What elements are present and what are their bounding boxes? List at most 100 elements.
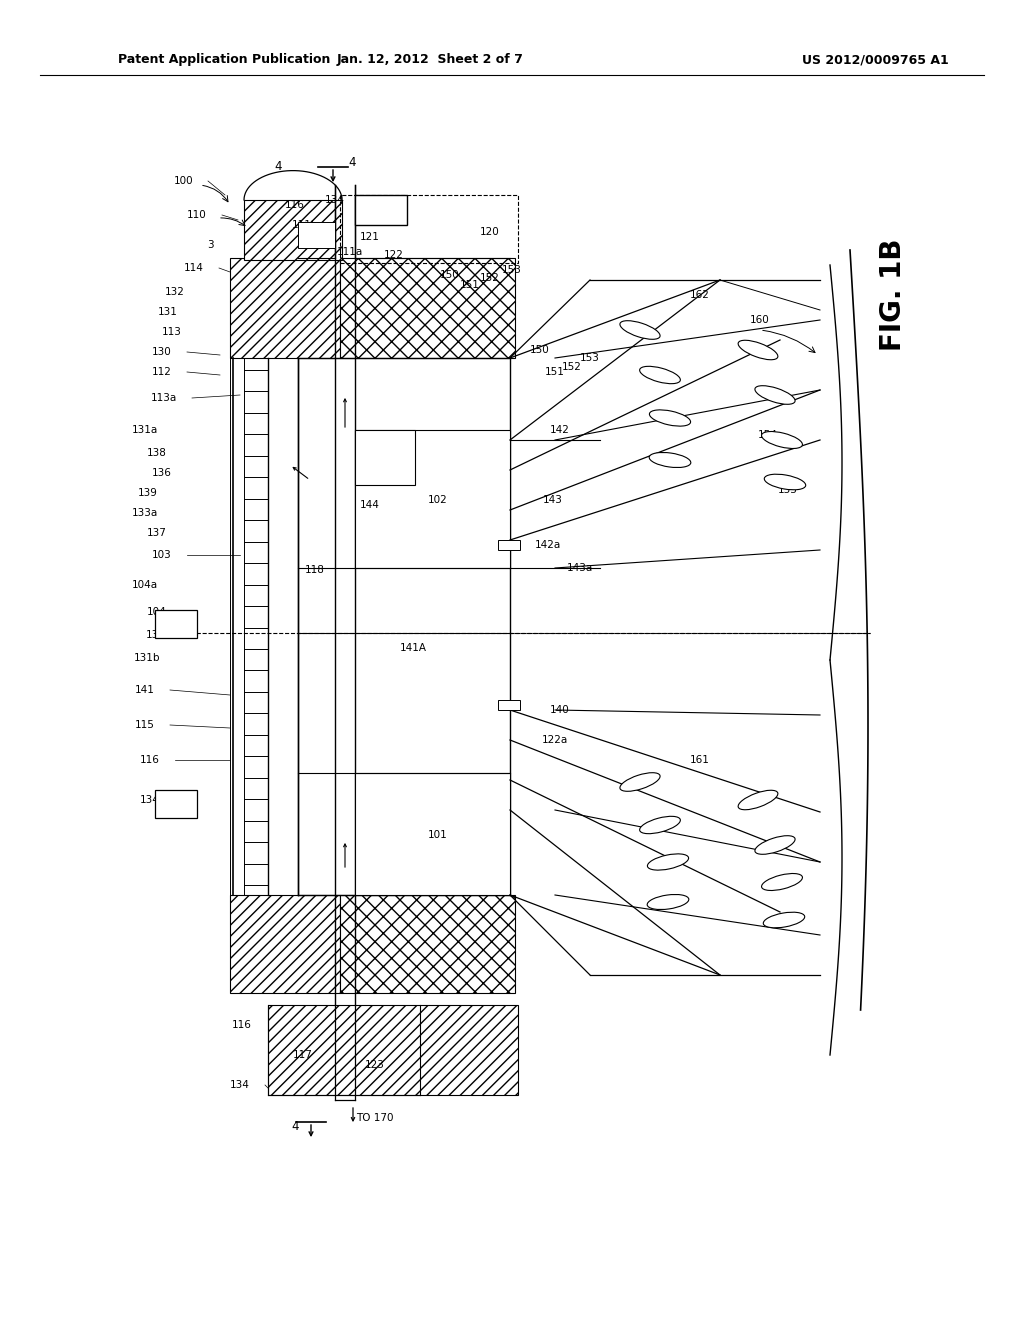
Text: 190: 190 bbox=[376, 451, 394, 462]
Bar bbox=[340, 257, 515, 358]
Text: 111b: 111b bbox=[292, 220, 318, 230]
Ellipse shape bbox=[763, 912, 805, 928]
Ellipse shape bbox=[640, 367, 680, 384]
Text: 142a: 142a bbox=[535, 540, 561, 550]
Bar bbox=[298, 222, 335, 248]
Text: 113: 113 bbox=[162, 327, 182, 337]
Text: 137: 137 bbox=[147, 528, 167, 539]
Bar bbox=[244, 201, 342, 260]
Text: 142: 142 bbox=[550, 425, 570, 436]
Text: US 2012/0009765 A1: US 2012/0009765 A1 bbox=[802, 54, 948, 66]
Text: 117: 117 bbox=[313, 238, 333, 248]
Text: 139: 139 bbox=[138, 488, 158, 498]
Ellipse shape bbox=[620, 772, 660, 791]
Text: 122a: 122a bbox=[542, 735, 568, 744]
Text: 4: 4 bbox=[348, 157, 355, 169]
Bar bbox=[230, 257, 340, 358]
Text: 162: 162 bbox=[690, 290, 710, 300]
Text: 141A: 141A bbox=[399, 643, 427, 653]
Text: 113a: 113a bbox=[151, 393, 177, 403]
Text: 154: 154 bbox=[758, 430, 778, 440]
Text: 134: 134 bbox=[140, 795, 160, 805]
Ellipse shape bbox=[738, 341, 778, 360]
Text: 170: 170 bbox=[365, 197, 386, 207]
Text: 130: 130 bbox=[153, 347, 172, 356]
Text: 134: 134 bbox=[230, 1080, 250, 1090]
Text: 153: 153 bbox=[502, 265, 522, 275]
Bar bbox=[155, 789, 197, 818]
Ellipse shape bbox=[762, 432, 803, 449]
Text: 116: 116 bbox=[285, 201, 305, 210]
Text: 120: 120 bbox=[480, 227, 500, 238]
Text: 4: 4 bbox=[274, 161, 282, 173]
Text: 131a: 131a bbox=[132, 425, 158, 436]
Text: 150: 150 bbox=[440, 271, 460, 280]
Text: 133b: 133b bbox=[145, 630, 172, 640]
Bar bbox=[355, 430, 415, 484]
Text: 116: 116 bbox=[140, 755, 160, 766]
Bar bbox=[355, 430, 510, 568]
Text: 112: 112 bbox=[153, 367, 172, 378]
Text: 134: 134 bbox=[325, 195, 345, 205]
Text: 118: 118 bbox=[305, 565, 325, 576]
Text: 140: 140 bbox=[550, 705, 570, 715]
Text: 131: 131 bbox=[158, 308, 178, 317]
Text: 151: 151 bbox=[460, 280, 480, 290]
Bar bbox=[340, 195, 518, 263]
Text: 101: 101 bbox=[428, 830, 447, 840]
Bar bbox=[230, 895, 340, 993]
Bar bbox=[498, 540, 520, 550]
Text: 136: 136 bbox=[153, 469, 172, 478]
Text: 102: 102 bbox=[428, 495, 447, 506]
Text: 116: 116 bbox=[232, 1020, 252, 1030]
Text: 132: 132 bbox=[165, 286, 185, 297]
Text: 155: 155 bbox=[778, 484, 798, 495]
Text: 135: 135 bbox=[166, 799, 186, 809]
Text: 150: 150 bbox=[530, 345, 550, 355]
Ellipse shape bbox=[755, 385, 795, 404]
Text: 4: 4 bbox=[292, 1121, 299, 1134]
Text: 114: 114 bbox=[184, 263, 204, 273]
Ellipse shape bbox=[755, 836, 795, 854]
Bar bbox=[355, 195, 407, 224]
Bar bbox=[340, 895, 515, 993]
Text: Jan. 12, 2012  Sheet 2 of 7: Jan. 12, 2012 Sheet 2 of 7 bbox=[337, 54, 523, 66]
Text: 152: 152 bbox=[562, 362, 582, 372]
Text: 121: 121 bbox=[360, 232, 380, 242]
Ellipse shape bbox=[738, 791, 778, 809]
Bar bbox=[268, 1005, 518, 1096]
Text: 117: 117 bbox=[293, 1049, 313, 1060]
Ellipse shape bbox=[764, 474, 806, 490]
Text: 110: 110 bbox=[187, 210, 207, 220]
Ellipse shape bbox=[647, 854, 688, 870]
Text: 103: 103 bbox=[153, 550, 172, 560]
Ellipse shape bbox=[762, 874, 803, 891]
Text: 138: 138 bbox=[147, 447, 167, 458]
Text: 133a: 133a bbox=[132, 508, 158, 517]
Text: 141: 141 bbox=[135, 685, 155, 696]
Text: 122: 122 bbox=[384, 249, 403, 260]
Ellipse shape bbox=[649, 411, 690, 426]
Text: Patent Application Publication: Patent Application Publication bbox=[118, 54, 331, 66]
Text: 143: 143 bbox=[543, 495, 563, 506]
Bar bbox=[155, 610, 197, 638]
Text: 143a: 143a bbox=[567, 564, 593, 573]
Text: 151: 151 bbox=[545, 367, 565, 378]
Text: 152: 152 bbox=[480, 273, 500, 282]
Text: TO 170: TO 170 bbox=[356, 1113, 394, 1123]
Text: 170: 170 bbox=[371, 205, 391, 215]
Text: 160: 160 bbox=[750, 315, 770, 325]
Ellipse shape bbox=[620, 321, 660, 339]
Text: 131b: 131b bbox=[133, 653, 160, 663]
Ellipse shape bbox=[649, 453, 691, 467]
Text: 144: 144 bbox=[360, 500, 380, 510]
Text: 104: 104 bbox=[147, 607, 167, 616]
Text: 111a: 111a bbox=[337, 247, 364, 257]
Bar bbox=[498, 700, 520, 710]
Text: 123: 123 bbox=[366, 1060, 385, 1071]
Text: 3: 3 bbox=[208, 240, 214, 249]
Text: 133: 133 bbox=[166, 619, 186, 630]
Text: 104a: 104a bbox=[132, 579, 158, 590]
Text: 115: 115 bbox=[135, 719, 155, 730]
Ellipse shape bbox=[640, 816, 680, 834]
